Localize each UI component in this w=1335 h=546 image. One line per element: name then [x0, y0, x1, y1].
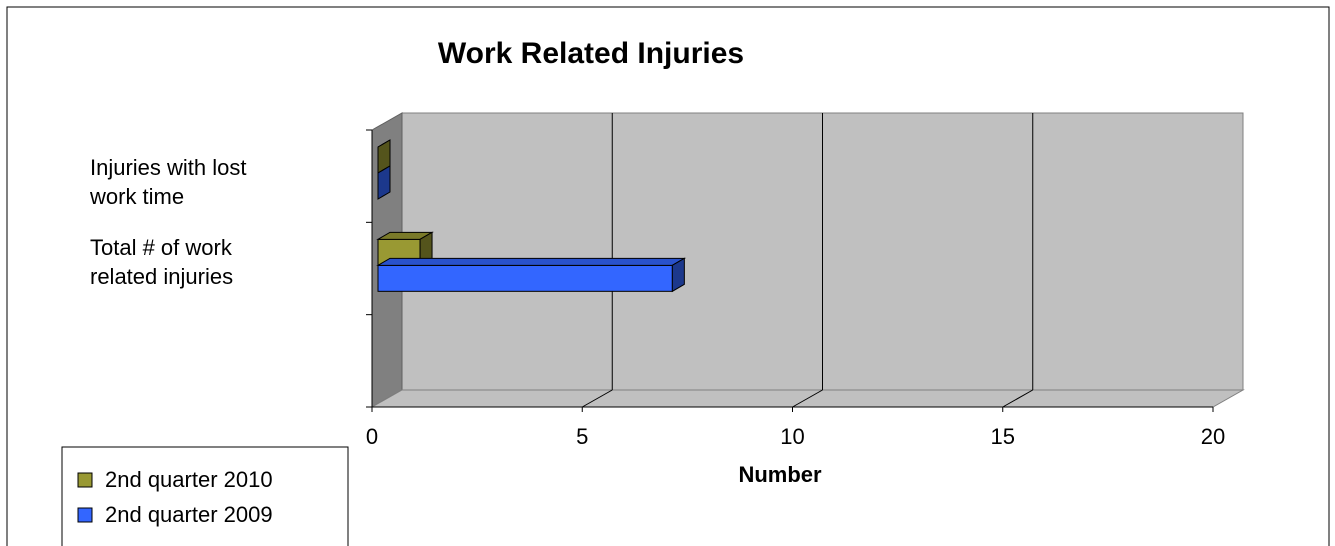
y-tick-label: Injuries with lost work time — [90, 155, 247, 209]
chart-border — [6, 6, 1330, 546]
x-tick-label: 0 — [366, 424, 378, 449]
bar-top — [376, 257, 687, 266]
bar-side — [377, 165, 391, 200]
y-tick-label: Total # of work related injuries — [90, 235, 234, 290]
grid-line — [582, 389, 613, 408]
x-tick-label: 10 — [780, 424, 804, 449]
x-axis-label: Number — [738, 462, 822, 487]
legend-swatch — [77, 507, 93, 523]
chart-title: Work Related Injuries — [438, 37, 744, 70]
bar-side — [671, 257, 685, 293]
x-tick-label: 20 — [1201, 424, 1225, 449]
legend-swatch — [77, 472, 93, 488]
legend-label: 2nd quarter 2010 — [105, 467, 273, 492]
legend-box — [61, 446, 349, 546]
grid-line — [1002, 389, 1033, 408]
x-tick-label: 5 — [576, 424, 588, 449]
bar-front — [377, 264, 673, 292]
x-tick-label: 15 — [991, 424, 1015, 449]
grid-line — [792, 389, 823, 408]
legend-label: 2nd quarter 2009 — [105, 502, 273, 527]
